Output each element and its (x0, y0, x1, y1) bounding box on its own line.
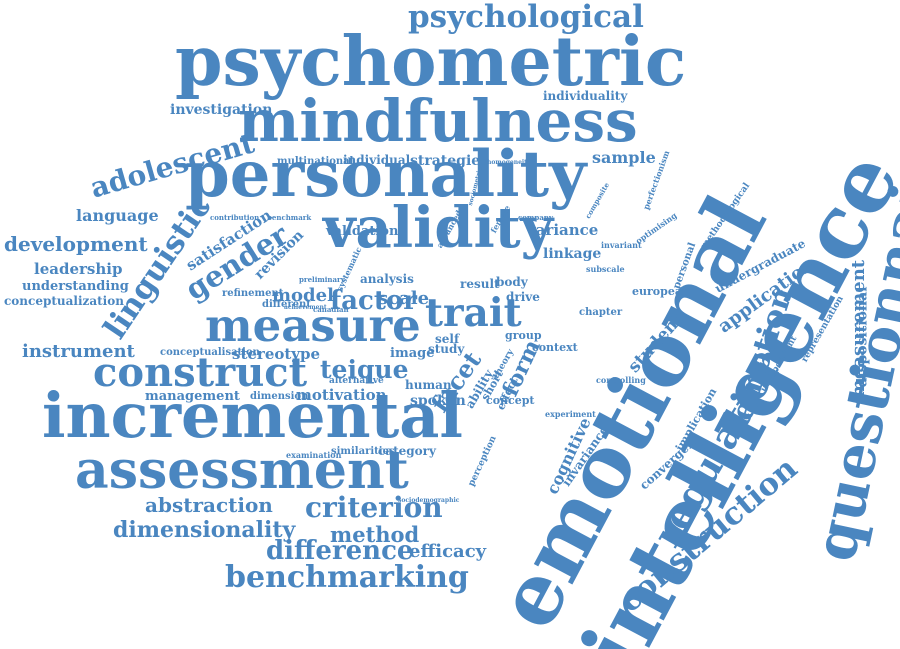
word: concept (486, 394, 535, 407)
word: management (145, 389, 240, 404)
word: construct (93, 349, 308, 396)
word: benchmarking (225, 560, 469, 595)
word: subscale (586, 264, 625, 274)
word: factor (330, 286, 417, 316)
word: experiment (545, 409, 596, 419)
word: dimensionality (113, 517, 296, 543)
word: language (76, 206, 159, 225)
word: sample (592, 148, 656, 167)
word: study (428, 342, 465, 356)
word: model (272, 285, 334, 306)
word: mindfulness (238, 87, 638, 155)
word: result (460, 277, 500, 291)
word: dispositional (854, 286, 871, 388)
word: invariant (601, 240, 642, 250)
word: understanding (22, 279, 129, 294)
word: linkage (543, 246, 602, 262)
word: incremental (42, 379, 463, 452)
word: company (518, 213, 553, 222)
word: context (532, 341, 578, 354)
word: validation (326, 224, 399, 239)
word: measure (205, 299, 421, 352)
word: psychometric (175, 22, 687, 102)
word: motivation (296, 386, 387, 404)
word: benchmark (267, 213, 312, 222)
word: individual (343, 153, 411, 167)
word: conceptualisation (160, 347, 260, 358)
word: individuality (543, 89, 628, 103)
word: achievement (284, 304, 327, 311)
word: sociodemographic (398, 497, 460, 504)
word: efficacy (409, 541, 487, 562)
word: european (632, 285, 690, 298)
word: human (405, 378, 452, 392)
word: leadership (34, 260, 123, 278)
word: stereotype (232, 345, 321, 363)
word: method (330, 522, 420, 547)
word: investigation (170, 102, 273, 118)
word: scale (378, 288, 430, 309)
word: strategies (410, 153, 489, 169)
word: criterion (305, 491, 443, 524)
word: homogeneity (487, 159, 531, 166)
word: refinement (222, 288, 284, 299)
word: spoken (410, 393, 466, 409)
word: trait (425, 290, 522, 336)
word: contribution (210, 213, 260, 222)
word: alternative (329, 376, 384, 386)
word: instrument (22, 341, 135, 362)
word: analysis (360, 272, 414, 286)
word: conceptualization (4, 294, 124, 308)
word: assessment (75, 440, 409, 501)
word: different (262, 299, 311, 310)
word: psychological (408, 0, 644, 35)
word: canadian (313, 305, 349, 314)
word: controlling (596, 375, 646, 385)
word: composite (583, 180, 612, 221)
word: body (496, 275, 528, 289)
word: variance (527, 221, 599, 239)
word: perception (466, 434, 499, 489)
word: group (505, 329, 542, 342)
word: abstraction (145, 493, 273, 517)
word: teique (320, 355, 409, 384)
word: validity (323, 195, 554, 261)
word: difference (266, 536, 414, 566)
word: image (390, 346, 435, 361)
word: category (378, 444, 436, 458)
word: preliminary (299, 275, 345, 284)
word: self (435, 332, 460, 346)
word: chapter (579, 307, 623, 318)
word: personality (185, 137, 587, 212)
word: drive (506, 290, 540, 304)
word: examination (286, 450, 342, 460)
word: similarities (331, 446, 395, 457)
word: multinational (277, 156, 354, 167)
word: dimension (250, 391, 309, 402)
word: development (4, 232, 148, 256)
